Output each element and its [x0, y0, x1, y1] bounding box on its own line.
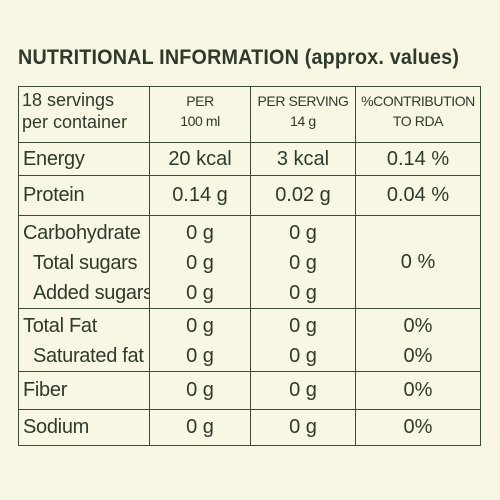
table-row-fiber: Fiber 0 g 0 g 0%: [18, 371, 481, 410]
table-header-row: 18 servings per container PER 100 ml PER…: [18, 86, 481, 143]
fat-per-serving-values: 0 g 0 g: [250, 308, 356, 372]
added-sugars-per-serving: 0 g: [289, 282, 317, 304]
added-sugars-per-100ml: 0 g: [186, 282, 214, 304]
energy-rda: 0.14 %: [355, 142, 481, 176]
col-header-rda-line2: TO RDA: [392, 113, 444, 129]
saturated-fat-per-serving: 0 g: [289, 345, 317, 367]
sodium-per-100ml: 0 g: [149, 409, 251, 446]
carbohydrate-per-100ml-values: 0 g 0 g 0 g: [149, 215, 251, 309]
nutrition-table: 18 servings per container PER 100 ml PER…: [18, 86, 481, 446]
energy-label: Energy: [18, 142, 150, 176]
carbohydrate-per-serving: 0 g: [289, 222, 317, 244]
fiber-label: Fiber: [18, 371, 150, 410]
total-fat-rda: 0%: [403, 315, 433, 337]
carbohydrate-per-serving-values: 0 g 0 g 0 g: [250, 215, 356, 309]
fiber-per-100ml: 0 g: [149, 371, 251, 410]
servings-unit: per container: [22, 112, 128, 132]
table-row-carbohydrate: Carbohydrate Total sugars Added sugars 0…: [18, 215, 481, 309]
col-header-rda-line1: %CONTRIBUTION: [361, 93, 475, 109]
col-header-per-100ml-line2: 100 ml: [180, 113, 220, 129]
label-title: NUTRITIONAL INFORMATION (approx. values): [18, 46, 460, 69]
saturated-fat-rda: 0%: [403, 345, 433, 367]
energy-per-serving: 3 kcal: [250, 142, 356, 176]
table-row-protein: Protein 0.14 g 0.02 g 0.04 %: [18, 175, 481, 216]
protein-per-100ml: 0.14 g: [149, 175, 251, 216]
energy-per-100ml: 20 kcal: [149, 142, 251, 176]
saturated-fat-label: Saturated fat: [33, 345, 144, 367]
total-sugars-label: Total sugars: [33, 252, 138, 274]
sodium-label: Sodium: [18, 409, 150, 446]
saturated-fat-per-100ml: 0 g: [186, 345, 214, 367]
col-header-per-serving: PER SERVING 14 g: [250, 86, 356, 143]
protein-rda: 0.04 %: [355, 175, 481, 216]
protein-label: Protein: [18, 175, 150, 216]
fat-rda-values: 0% 0%: [355, 308, 481, 372]
fat-labels: Total Fat Saturated fat: [18, 308, 150, 372]
total-fat-per-serving: 0 g: [289, 315, 317, 337]
table-row-sodium: Sodium 0 g 0 g 0%: [18, 409, 481, 446]
carbohydrate-labels: Carbohydrate Total sugars Added sugars: [18, 215, 150, 309]
total-fat-per-100ml: 0 g: [186, 315, 214, 337]
carbohydrate-label: Carbohydrate: [23, 222, 141, 244]
col-header-per-100ml: PER 100 ml: [149, 86, 251, 143]
added-sugars-label: Added sugars: [33, 282, 150, 304]
carbohydrate-rda: 0 %: [355, 215, 481, 309]
protein-per-serving: 0.02 g: [250, 175, 356, 216]
table-row-total-fat: Total Fat Saturated fat 0 g 0 g 0 g 0 g …: [18, 308, 481, 372]
fiber-per-serving: 0 g: [250, 371, 356, 410]
total-fat-label: Total Fat: [23, 315, 97, 337]
servings-count: 18 servings: [22, 90, 115, 110]
servings-cell: 18 servings per container: [18, 86, 150, 143]
carbohydrate-per-100ml: 0 g: [186, 222, 214, 244]
total-sugars-per-serving: 0 g: [289, 252, 317, 274]
sodium-per-serving: 0 g: [250, 409, 356, 446]
col-header-per-serving-line2: 14 g: [290, 113, 316, 129]
table-row-energy: Energy 20 kcal 3 kcal 0.14 %: [18, 142, 481, 176]
col-header-rda: %CONTRIBUTION TO RDA: [355, 86, 481, 143]
col-header-per-serving-line1: PER SERVING: [257, 93, 349, 109]
sodium-rda: 0%: [355, 409, 481, 446]
fiber-rda: 0%: [355, 371, 481, 410]
total-sugars-per-100ml: 0 g: [186, 252, 214, 274]
fat-per-100ml-values: 0 g 0 g: [149, 308, 251, 372]
col-header-per-100ml-line1: PER: [186, 93, 214, 109]
